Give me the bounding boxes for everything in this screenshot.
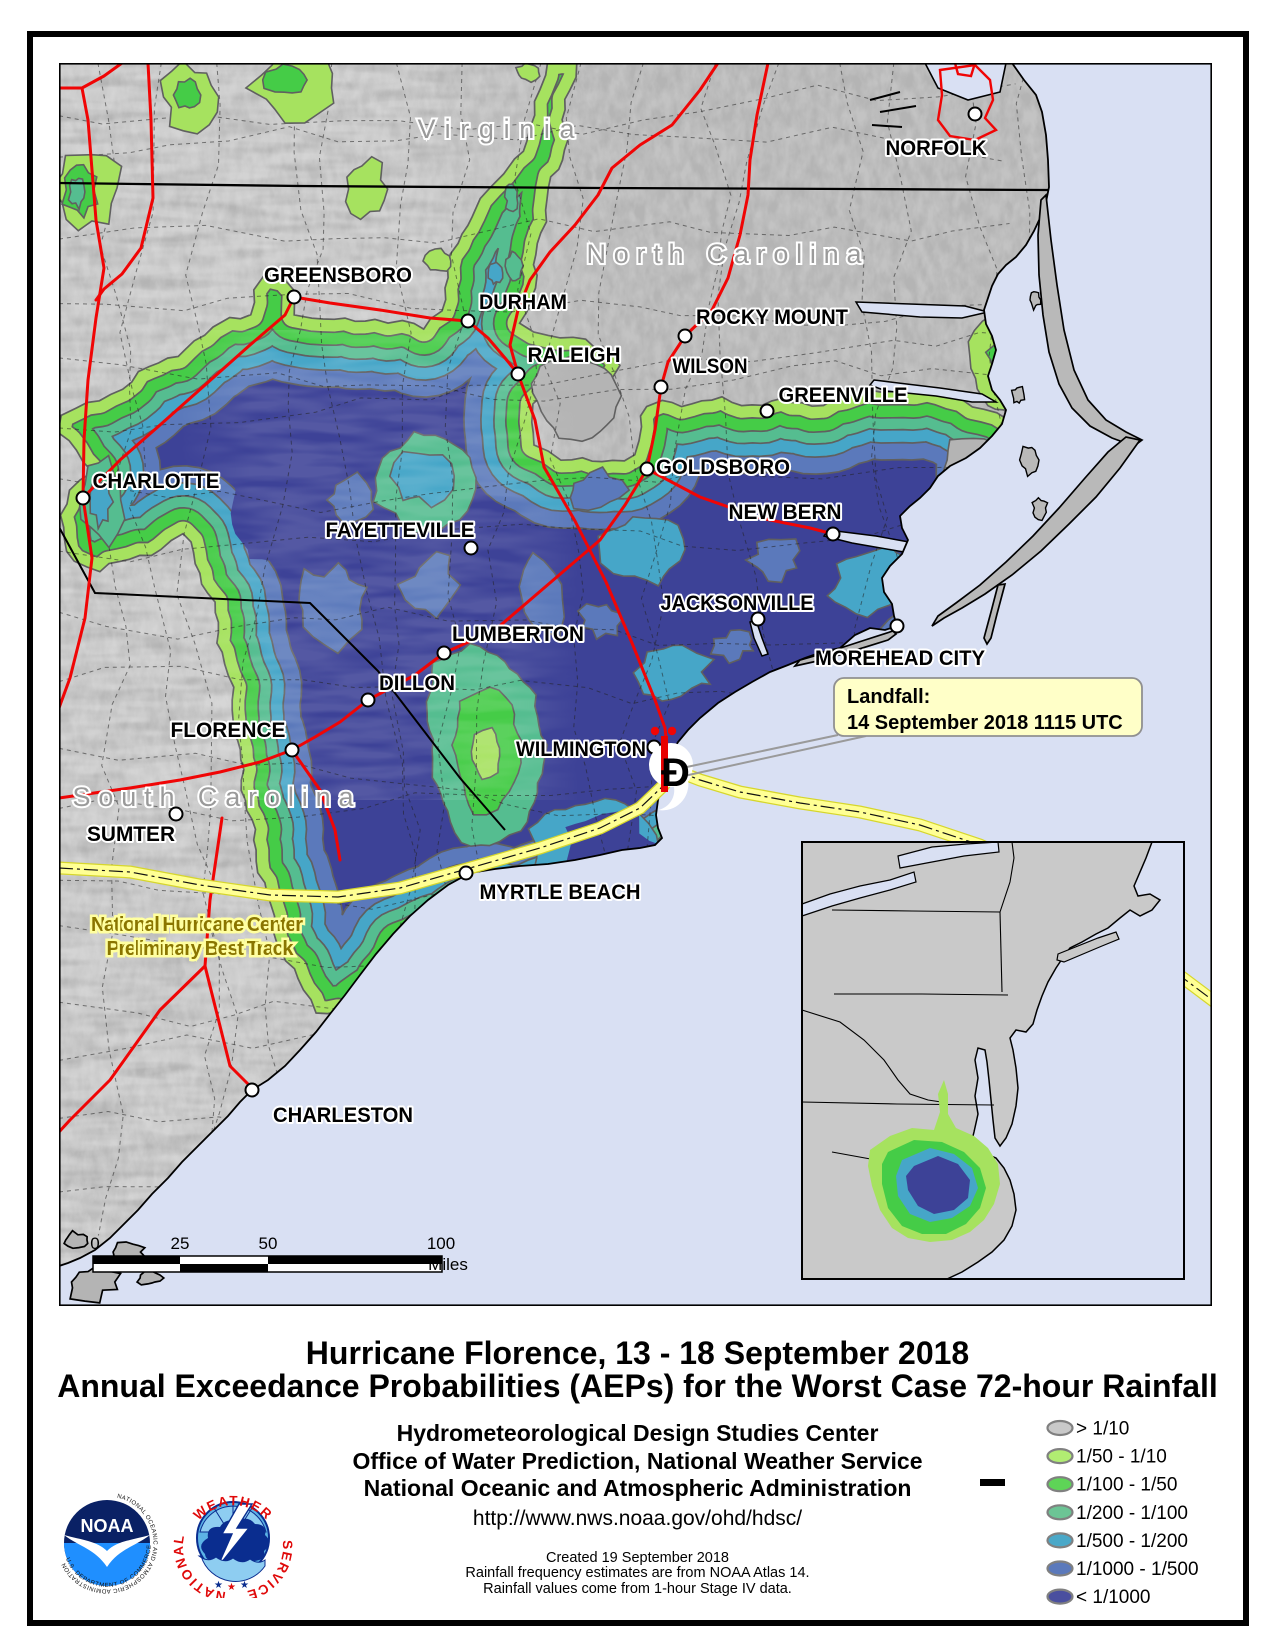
svg-text:WILSON: WILSON [673,355,748,378]
svg-text:GREENSBORO: GREENSBORO [264,264,412,287]
svg-text:ROCKY MOUNT: ROCKY MOUNT [696,306,848,329]
svg-text:LUMBERTON: LUMBERTON [452,623,584,646]
svg-text:1/50 - 1/10: 1/50 - 1/10 [1076,1447,1167,1468]
svg-text:NOAA: NOAA [81,1516,134,1536]
svg-text:FAYETTEVILLE: FAYETTEVILLE [326,519,475,542]
svg-text:< 1/1000: < 1/1000 [1076,1587,1151,1608]
svg-text:CHARLOTTE: CHARLOTTE [93,470,220,493]
svg-text:Preliminary Best Track: Preliminary Best Track [107,938,295,960]
svg-text:SUMTER: SUMTER [87,823,175,846]
svg-text:★: ★ [240,1580,249,1591]
svg-text:RALEIGH: RALEIGH [528,344,621,367]
svg-text:14 September 2018 1115 UTC: 14 September 2018 1115 UTC [847,712,1123,734]
svg-text:Miles: Miles [428,1255,468,1274]
svg-text:★: ★ [227,1582,236,1593]
svg-text:1/100 - 1/50: 1/100 - 1/50 [1076,1475,1177,1496]
svg-text:North Carolina: North Carolina [587,239,868,269]
svg-text:NEW BERN: NEW BERN [729,501,842,524]
svg-text:★: ★ [214,1580,223,1591]
svg-text:WILMINGTON: WILMINGTON [516,738,646,761]
svg-text:1/1000 - 1/500: 1/1000 - 1/500 [1076,1559,1199,1580]
svg-text:1/500 - 1/200: 1/500 - 1/200 [1076,1531,1188,1552]
svg-text:1/200 - 1/100: 1/200 - 1/100 [1076,1503,1188,1524]
svg-text:South Carolina: South Carolina [73,782,360,812]
svg-text:25: 25 [171,1234,190,1253]
svg-text:50: 50 [259,1234,278,1253]
svg-text:FLORENCE: FLORENCE [171,719,286,742]
svg-text:GREENVILLE: GREENVILLE [779,384,908,407]
svg-text:Landfall:: Landfall: [847,686,930,708]
svg-text:DURHAM: DURHAM [479,291,567,314]
svg-text:Ð: Ð [661,751,690,795]
svg-text:> 1/10: > 1/10 [1076,1419,1129,1440]
svg-text:National Hurricane Center: National Hurricane Center [91,914,303,936]
svg-text:JACKSONVILLE: JACKSONVILLE [661,592,814,615]
svg-text:100: 100 [427,1234,455,1253]
svg-text:MOREHEAD CITY: MOREHEAD CITY [815,647,985,670]
svg-text:0: 0 [90,1234,99,1253]
svg-text:DILLON: DILLON [379,672,455,695]
svg-text:NORFOLK: NORFOLK [886,137,987,160]
svg-text:GOLDSBORO: GOLDSBORO [656,456,790,479]
svg-text:MYRTLE BEACH: MYRTLE BEACH [480,881,641,904]
svg-text:CHARLESTON: CHARLESTON [273,1104,413,1127]
